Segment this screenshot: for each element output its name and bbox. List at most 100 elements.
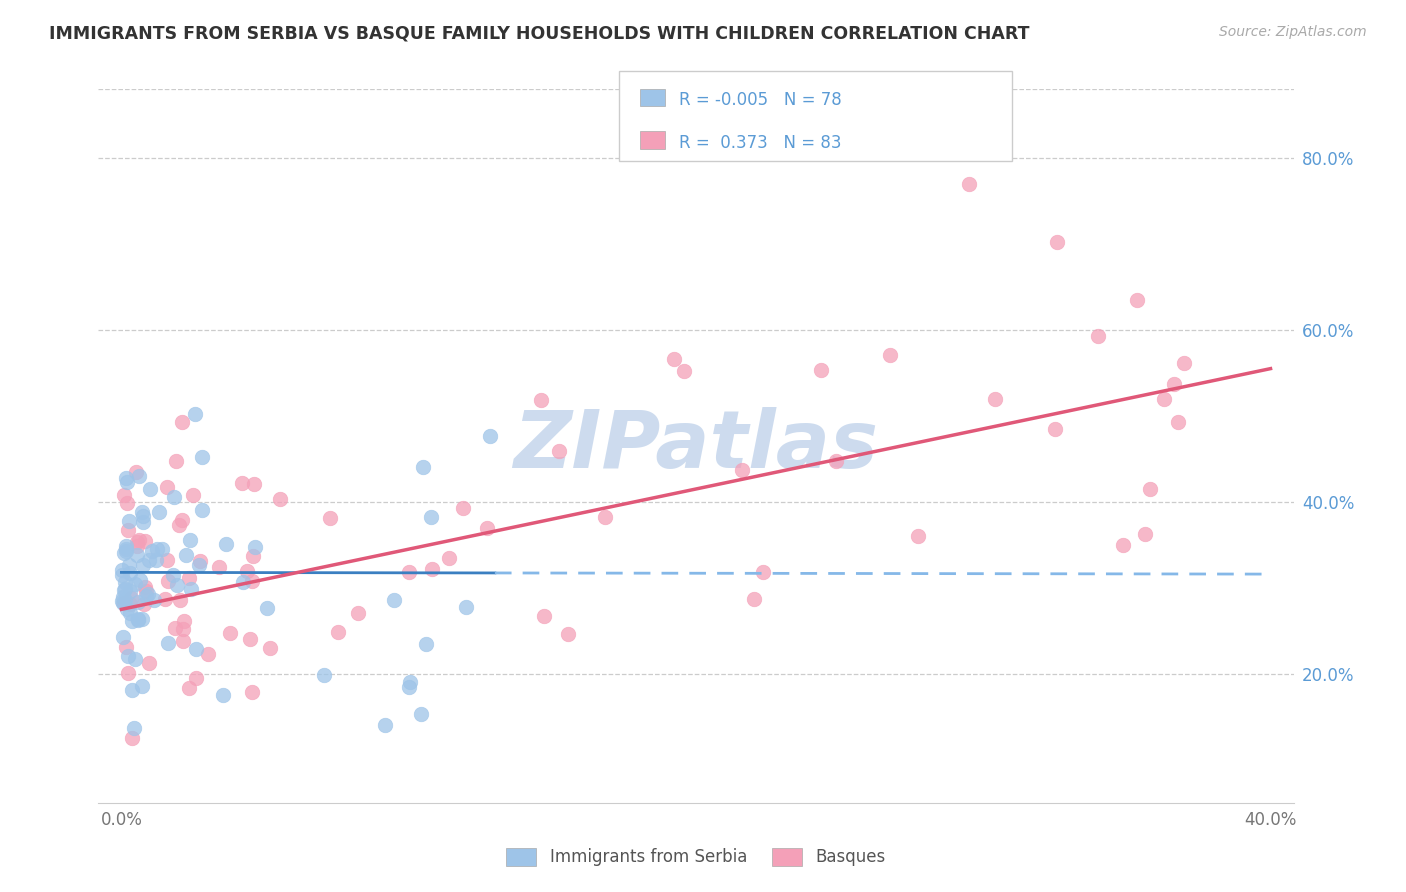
Point <box>145 542 167 557</box>
Point <box>117 666 139 681</box>
Point <box>1046 235 1069 249</box>
Point <box>118 558 141 573</box>
Point <box>127 595 149 609</box>
Point <box>382 592 405 607</box>
Point <box>451 501 474 516</box>
Point <box>219 625 242 640</box>
Point <box>148 505 170 519</box>
Point <box>312 668 335 682</box>
Point <box>131 515 153 529</box>
Point <box>121 591 143 605</box>
Point <box>166 578 188 592</box>
Point <box>346 607 368 621</box>
Point <box>478 428 501 442</box>
Point <box>141 543 163 558</box>
Point <box>135 589 157 603</box>
Point <box>662 351 685 366</box>
Point <box>118 514 141 528</box>
Point <box>145 553 167 567</box>
Point <box>190 450 212 464</box>
Point <box>409 706 432 721</box>
Point <box>118 566 141 580</box>
Point <box>187 558 209 572</box>
Point <box>152 541 174 556</box>
Point <box>114 592 136 607</box>
Point <box>118 584 141 599</box>
Point <box>673 364 696 378</box>
Point <box>115 471 138 485</box>
Point <box>115 496 138 510</box>
Point <box>243 477 266 491</box>
Point <box>138 482 160 496</box>
Text: IMMIGRANTS FROM SERBIA VS BASQUE FAMILY HOUSEHOLDS WITH CHILDREN CORRELATION CHA: IMMIGRANTS FROM SERBIA VS BASQUE FAMILY … <box>49 25 1029 43</box>
Point <box>184 671 207 685</box>
Point <box>731 463 754 477</box>
Point <box>1111 538 1133 552</box>
Point <box>1153 392 1175 406</box>
Point <box>155 480 177 494</box>
Text: R =  0.373   N = 83: R = 0.373 N = 83 <box>679 134 842 152</box>
Point <box>118 606 141 620</box>
Point <box>1126 293 1149 307</box>
Point <box>127 612 149 626</box>
Point <box>173 614 195 628</box>
Point <box>131 679 153 693</box>
Point <box>752 565 775 579</box>
Point <box>239 632 262 646</box>
Point <box>125 539 148 553</box>
Point <box>115 602 138 616</box>
Point <box>163 490 186 504</box>
Point <box>132 558 155 573</box>
Point <box>124 652 146 666</box>
Point <box>156 635 179 649</box>
Point <box>165 454 187 468</box>
Point <box>879 348 901 362</box>
Point <box>398 674 420 689</box>
Point <box>907 529 929 543</box>
Point <box>475 521 498 535</box>
Point <box>135 584 157 599</box>
Point <box>181 488 204 502</box>
Point <box>131 612 153 626</box>
Point <box>530 392 553 407</box>
Point <box>984 392 1007 406</box>
Point <box>112 596 135 610</box>
Point <box>114 544 136 558</box>
Point <box>1173 356 1195 370</box>
Point <box>232 574 254 589</box>
Point <box>1139 482 1161 496</box>
Point <box>398 566 420 580</box>
Point <box>1043 421 1066 435</box>
Point <box>231 476 253 491</box>
Point <box>163 622 186 636</box>
Point <box>111 563 134 577</box>
Point <box>557 626 579 640</box>
Point <box>117 523 139 537</box>
Point <box>243 540 266 554</box>
Point <box>810 363 832 377</box>
Point <box>134 581 156 595</box>
Text: ZIPatlas: ZIPatlas <box>513 407 879 485</box>
Point <box>172 622 194 636</box>
Point <box>170 415 193 429</box>
Point <box>121 614 143 628</box>
Point <box>156 574 179 588</box>
Point <box>825 454 848 468</box>
Point <box>420 562 443 576</box>
Point <box>180 582 202 597</box>
Text: Source: ZipAtlas.com: Source: ZipAtlas.com <box>1219 25 1367 39</box>
Point <box>593 510 616 524</box>
Point <box>259 641 281 656</box>
Point <box>112 488 135 502</box>
Point <box>118 597 141 611</box>
Point <box>177 681 200 695</box>
Text: R = -0.005   N = 78: R = -0.005 N = 78 <box>679 91 842 109</box>
Point <box>437 551 460 566</box>
Point <box>419 509 441 524</box>
Point <box>269 491 291 506</box>
Point <box>156 552 179 566</box>
Point <box>957 177 980 191</box>
Point <box>111 596 134 610</box>
Point <box>134 533 156 548</box>
Point <box>127 613 149 627</box>
